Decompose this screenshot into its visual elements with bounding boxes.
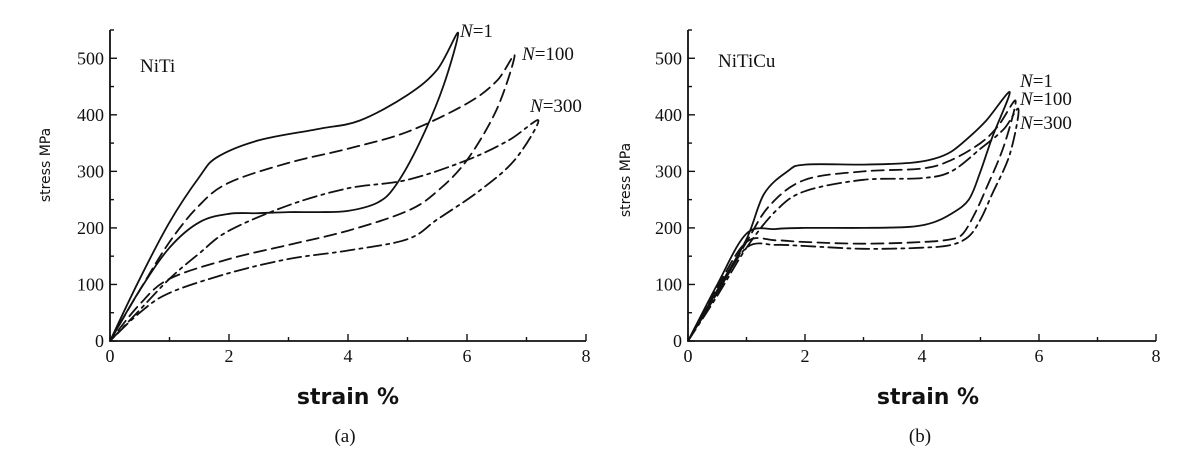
panel-b-title: NiTiCu	[718, 51, 776, 72]
y-tick-label: 100	[77, 274, 104, 294]
y-tick-label: 300	[77, 161, 104, 181]
series-curve-n-1	[687, 91, 1011, 342]
y-tick-label: 100	[655, 274, 682, 294]
y-tick-label: 200	[655, 218, 682, 238]
x-tick-label: 6	[463, 346, 472, 366]
y-tick-label: 400	[77, 105, 104, 125]
series-curve-n-100	[109, 53, 516, 342]
chart-panel-b: NiTiCu stress MPa strain % (b) 0 2 4 6 8 0 100…	[618, 29, 1161, 447]
series-label: N=300	[1019, 113, 1072, 134]
series-curve-n-100	[687, 99, 1017, 342]
series-label: N=1	[459, 21, 493, 42]
panel-b-x-axis-label: strain %	[877, 385, 979, 410]
panel-a-curves	[109, 31, 540, 342]
x-tick-label: 8	[582, 346, 591, 366]
panel-a-series-labels: N=1 N=100 N=300	[459, 21, 582, 117]
y-tick-label: 200	[77, 218, 104, 238]
chart-panel-a: NiTi stress MPa strain % (a) 0 2 4 6 8 0 100 20…	[38, 21, 591, 447]
x-tick-label: 6	[1035, 346, 1044, 366]
series-label: N=100	[521, 44, 574, 65]
panel-a-y-axis-label: stress MPa	[38, 128, 54, 202]
panel-b-caption: (b)	[909, 426, 931, 447]
series-label: N=100	[1019, 89, 1072, 110]
series-curve-n-300	[687, 107, 1020, 342]
x-tick-label: 2	[225, 346, 234, 366]
panel-a-caption: (a)	[334, 426, 355, 447]
panel-b-series-labels: N=1N=100 N=300	[1019, 71, 1072, 134]
panel-a-title: NiTi	[140, 56, 175, 77]
series-curve-n-300	[109, 119, 540, 342]
panel-b-axes: 0 2 4 6 8 0 100 200 300 400 500	[655, 29, 1161, 366]
x-tick-label: 4	[918, 346, 927, 366]
panel-a-x-axis-label: strain %	[297, 385, 399, 410]
x-tick-label: 4	[344, 346, 353, 366]
y-tick-label: 0	[673, 331, 682, 351]
series-label: N=300	[529, 96, 582, 117]
y-tick-label: 500	[77, 48, 104, 68]
x-tick-label: 0	[106, 346, 115, 366]
panel-b-y-axis-label: stress MPa	[618, 143, 634, 217]
x-tick-label: 8	[1152, 346, 1161, 366]
series-label: N=1	[1019, 71, 1053, 92]
x-tick-label: 2	[801, 346, 810, 366]
panel-a-axes: 0 2 4 6 8 0 100 200 300 400 500	[77, 29, 591, 366]
panel-b-curves	[687, 91, 1020, 342]
y-tick-label: 400	[655, 105, 682, 125]
x-tick-label: 0	[684, 346, 693, 366]
y-tick-label: 300	[655, 161, 682, 181]
y-tick-label: 500	[655, 48, 682, 68]
series-curve-n-1	[109, 31, 460, 342]
y-tick-label: 0	[95, 331, 104, 351]
